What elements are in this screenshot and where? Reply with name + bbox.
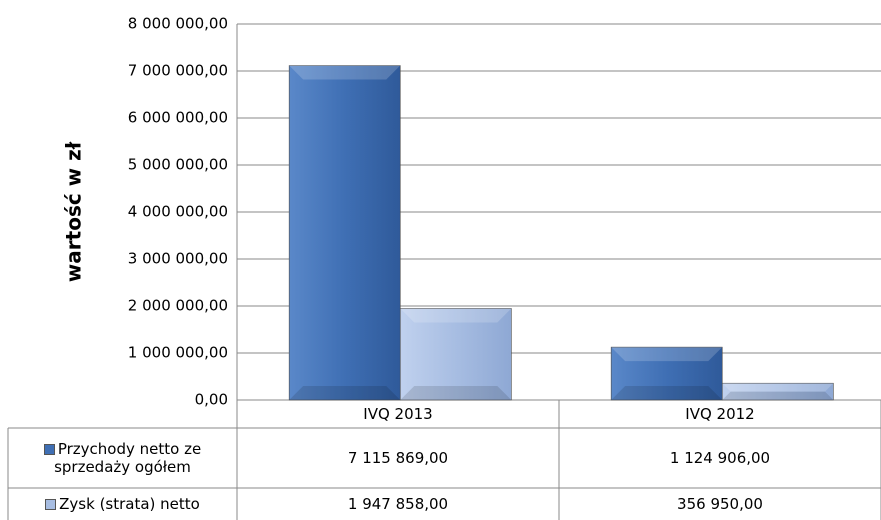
- cell-text: 7 115 869,00: [347, 449, 449, 467]
- y-tick-label: 7 000 000,00: [128, 62, 228, 80]
- cell-text: 1 124 906,00: [669, 449, 771, 467]
- cell-text: Zysk (strata) netto: [45, 495, 200, 513]
- cell-text: 1 947 858,00: [347, 495, 449, 513]
- bar-bevel: [611, 386, 723, 400]
- y-tick-label: 4 000 000,00: [128, 203, 228, 221]
- bar-bevel: [400, 386, 512, 400]
- y-tick-label: 2 000 000,00: [128, 297, 228, 315]
- table-value: 1 947 858,00: [237, 488, 559, 520]
- y-tick-label: 1 000 000,00: [128, 344, 228, 362]
- y-tick-label: 3 000 000,00: [128, 250, 228, 268]
- table-value: 1 124 906,00: [559, 428, 881, 488]
- y-tick-label: 6 000 000,00: [128, 109, 228, 127]
- cell-text: IVQ 2013: [363, 405, 433, 423]
- legend-entry: Zysk (strata) netto: [8, 488, 237, 520]
- y-tick-label: 0,00: [195, 391, 228, 409]
- category-label: IVQ 2012: [559, 400, 881, 428]
- cell-text: 356 950,00: [677, 495, 763, 513]
- legend-entry: Przychody netto ze sprzedaży ogółem: [8, 428, 237, 488]
- table-value: 356 950,00: [559, 488, 881, 520]
- legend-swatch: [43, 444, 55, 455]
- bar: [610, 346, 723, 401]
- bar: [721, 382, 834, 401]
- cell-text: Przychody netto ze sprzedaży ogółem: [8, 440, 237, 476]
- bar: [288, 65, 401, 401]
- category-label: IVQ 2013: [237, 400, 559, 428]
- bar-bevel: [611, 347, 723, 362]
- table-value: 7 115 869,00: [237, 428, 559, 488]
- bar-bevel: [400, 308, 512, 323]
- bar: [399, 308, 512, 401]
- y-tick-label: 5 000 000,00: [128, 156, 228, 174]
- cell-text: IVQ 2012: [685, 405, 755, 423]
- bar-bevel: [722, 383, 834, 392]
- bar-bevel: [722, 391, 834, 400]
- bar-bevel: [289, 65, 401, 80]
- legend-swatch: [45, 499, 57, 510]
- bar-bevel: [289, 386, 401, 400]
- y-tick-label: 8 000 000,00: [128, 15, 228, 33]
- y-axis-label: wartość w zł: [62, 141, 86, 282]
